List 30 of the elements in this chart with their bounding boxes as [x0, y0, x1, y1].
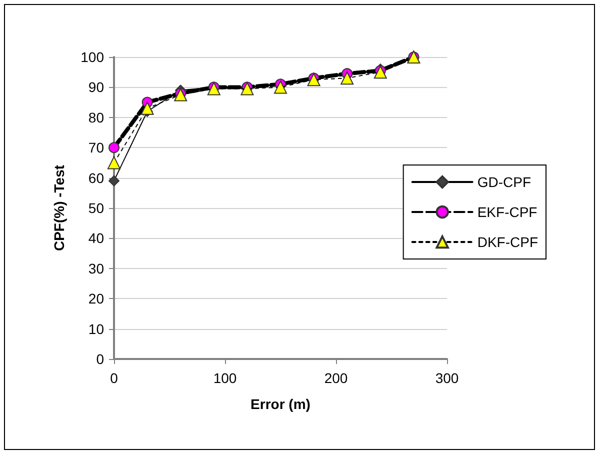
point: [174, 88, 188, 102]
y-tick-label: 10: [88, 320, 104, 337]
point: [274, 80, 287, 94]
point: [240, 82, 254, 96]
y-tick-label: 20: [88, 290, 104, 307]
legend-label: GD-CPF: [477, 174, 532, 190]
y-axis-title: CPF(%) -Test: [51, 164, 67, 252]
y-tick-label: 80: [88, 109, 104, 126]
y-tick-label: 30: [88, 260, 104, 276]
y-tick-label: 100: [80, 49, 104, 65]
legend-label: DKF-CPF: [477, 234, 538, 250]
point: [340, 72, 354, 85]
y-tick-label: 50: [88, 200, 104, 216]
x-tick-label: 300: [435, 370, 459, 386]
point: [374, 66, 387, 79]
y-tick-label: 40: [88, 230, 104, 246]
point: [207, 82, 220, 96]
point: [307, 73, 320, 86]
point: [108, 156, 120, 170]
y-tick-label: 90: [88, 79, 104, 96]
y-tick-label: 0: [96, 351, 104, 367]
x-tick-label: 0: [110, 370, 118, 386]
x-tick-label: 100: [213, 370, 237, 386]
x-tick-label: 200: [324, 370, 348, 386]
y-tick-label: 60: [88, 170, 104, 186]
y-tick-label: 70: [88, 140, 104, 156]
point: [140, 102, 154, 115]
legend-label: EKF-CPF: [477, 204, 538, 220]
x-axis-title: Error (m): [250, 396, 310, 412]
point: [108, 175, 120, 186]
